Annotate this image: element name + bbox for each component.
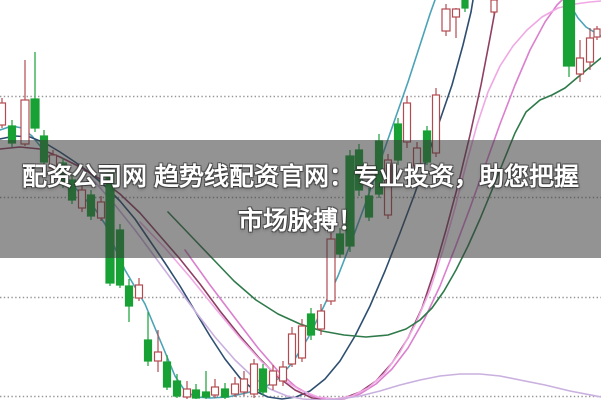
candle-up [451,8,461,18]
candle-up [402,102,412,143]
candle-up [278,366,288,382]
candle-up [585,37,595,63]
candle-up [593,28,601,38]
candle-down [143,339,153,362]
candle-up [268,370,278,386]
headline-line1: 配资公司网 趋势线配资官网：专业投资，助您把握 [22,163,579,191]
candle-up [575,57,585,75]
candle-down [201,391,211,398]
candle-up [239,378,249,393]
candle-down [162,361,172,388]
candle-up [134,284,144,299]
candle-up [249,363,259,395]
candle-up [441,8,451,32]
candle-up [287,333,297,365]
candle-up [316,310,326,330]
candle-up [297,325,307,359]
candle-up [230,383,240,395]
candle-down [461,0,469,9]
overlay-band: 配资公司网 趋势线配资官网：专业投资，助您把握 市场脉搏！ [0,140,601,258]
candle-down [562,0,576,67]
headline-line2: 市场脉搏！ [237,207,363,235]
candle-down [258,368,268,393]
candle-up [182,388,192,398]
candle-up [490,0,498,13]
candle-down [124,285,134,307]
candle-down [172,380,182,397]
ma-line-pink [139,0,601,400]
candle-up [210,386,220,396]
candle-down [30,98,40,129]
candle-down [191,389,201,399]
candle-up [0,102,7,126]
candle-up [20,99,30,145]
candle-up [153,351,163,362]
ma-line-dark-green [167,57,601,338]
candle-down [220,388,230,398]
ma-line-magenta [184,0,563,400]
candle-down [306,313,316,336]
